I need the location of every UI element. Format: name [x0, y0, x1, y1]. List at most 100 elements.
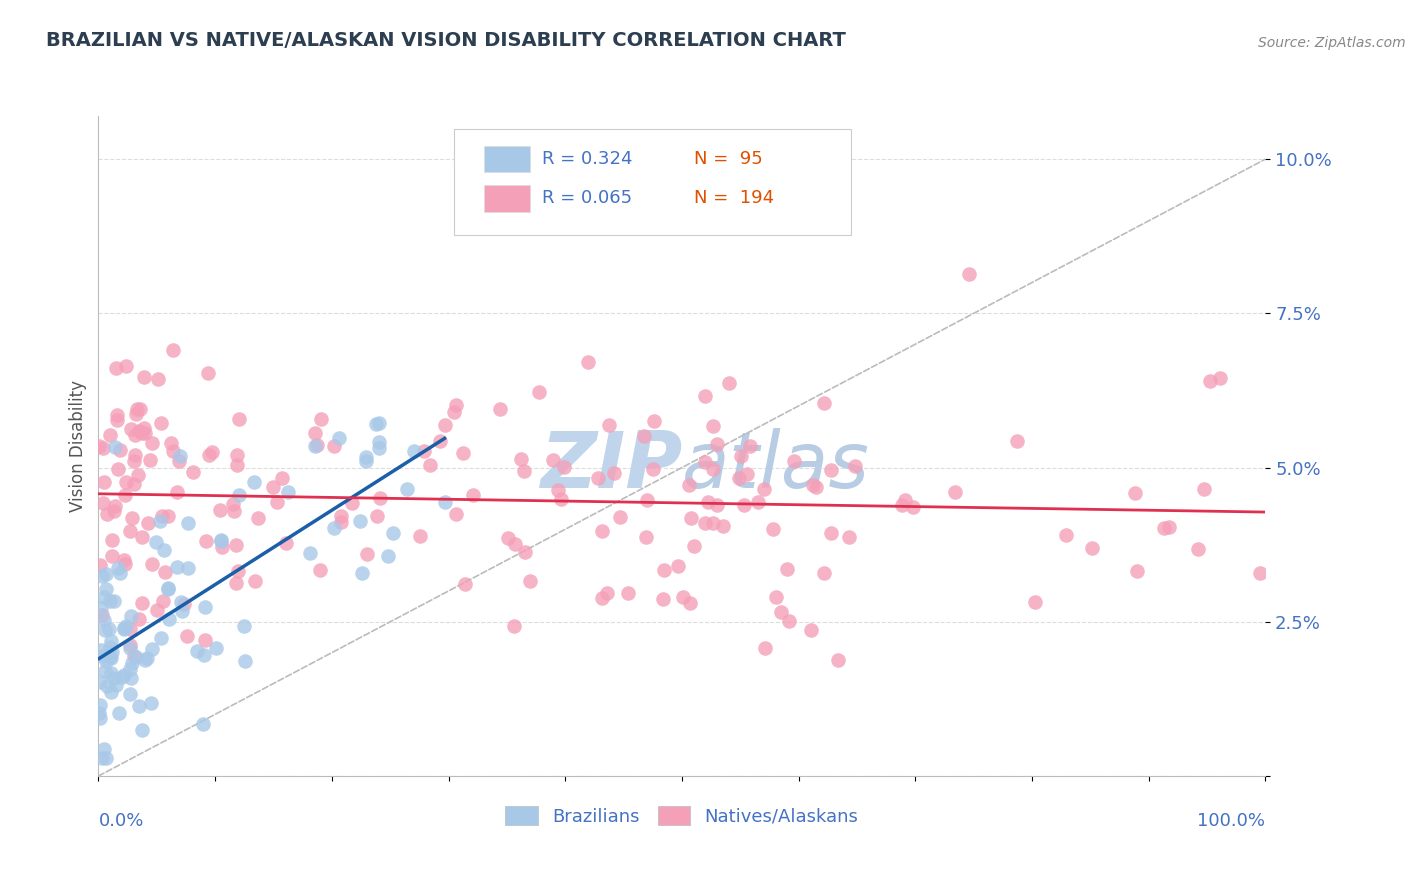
Point — [97, 622, 120, 636]
Point — [139, 696, 162, 710]
Point — [672, 590, 695, 604]
Point — [547, 483, 569, 498]
Point — [1005, 434, 1028, 448]
Point — [93, 475, 115, 490]
Point — [96, 507, 118, 521]
Point — [100, 685, 122, 699]
Point — [228, 412, 250, 426]
Point — [444, 398, 467, 412]
Point — [94, 623, 117, 637]
Point — [128, 698, 150, 713]
Point — [444, 507, 467, 521]
Point — [98, 594, 121, 608]
Point — [1081, 541, 1104, 555]
Point — [114, 488, 136, 502]
Point — [368, 416, 391, 430]
Point — [98, 428, 121, 442]
Point — [149, 416, 172, 430]
Point — [100, 651, 122, 665]
Point — [513, 464, 536, 478]
Point — [104, 499, 127, 513]
Point — [100, 640, 122, 654]
Text: N =  95: N = 95 — [693, 150, 762, 168]
Point — [429, 434, 451, 448]
Point — [146, 603, 169, 617]
Point — [98, 650, 121, 665]
Point — [222, 504, 245, 518]
Point — [762, 522, 785, 536]
Point — [211, 540, 233, 554]
Point — [503, 537, 526, 551]
Point — [366, 508, 388, 523]
Point — [641, 462, 664, 476]
Point — [94, 654, 117, 668]
Point — [166, 560, 188, 574]
Point — [364, 417, 387, 432]
Point — [603, 466, 626, 480]
Point — [706, 498, 728, 512]
Point — [727, 471, 749, 485]
Point — [87, 439, 110, 453]
Point — [89, 711, 111, 725]
Point — [93, 613, 115, 627]
Point — [194, 533, 217, 548]
Point — [636, 492, 658, 507]
FancyBboxPatch shape — [484, 145, 530, 172]
Point — [356, 454, 378, 468]
Point — [122, 476, 145, 491]
Point — [783, 454, 806, 468]
Point — [124, 448, 146, 462]
Point — [443, 405, 465, 419]
Point — [103, 671, 125, 685]
Point — [643, 414, 665, 428]
Point — [120, 641, 142, 656]
Point — [120, 671, 142, 685]
Point — [827, 652, 849, 666]
Point — [232, 619, 254, 633]
Point — [277, 485, 299, 500]
Point — [150, 508, 173, 523]
Point — [804, 479, 827, 493]
Point — [323, 439, 346, 453]
Point — [550, 491, 572, 506]
Point — [162, 343, 184, 358]
Point — [298, 546, 321, 560]
Point — [271, 471, 294, 485]
Point — [591, 591, 613, 605]
Point — [194, 632, 217, 647]
Point — [329, 515, 352, 529]
Point — [1153, 520, 1175, 534]
Point — [695, 389, 717, 403]
Text: R = 0.065: R = 0.065 — [541, 189, 633, 208]
Point — [149, 632, 172, 646]
Point — [266, 495, 288, 509]
FancyBboxPatch shape — [454, 129, 851, 235]
Point — [120, 422, 142, 436]
Point — [157, 612, 180, 626]
Point — [228, 488, 250, 502]
Point — [146, 372, 169, 386]
Point — [769, 605, 792, 619]
Point — [118, 663, 141, 677]
Point — [186, 643, 208, 657]
Point — [139, 452, 162, 467]
Text: ZIP: ZIP — [540, 428, 682, 504]
Point — [409, 529, 432, 543]
Point — [222, 497, 245, 511]
Point — [356, 547, 378, 561]
Point — [183, 465, 205, 479]
Point — [634, 530, 657, 544]
Point — [173, 597, 195, 611]
Point — [246, 510, 269, 524]
Point — [141, 557, 163, 571]
Point — [356, 450, 378, 464]
Point — [813, 395, 835, 409]
Text: BRAZILIAN VS NATIVE/ALASKAN VISION DISABILITY CORRELATION CHART: BRAZILIAN VS NATIVE/ALASKAN VISION DISAB… — [46, 31, 846, 50]
Point — [90, 643, 112, 657]
Point — [208, 503, 231, 517]
Point — [679, 596, 702, 610]
Point — [205, 641, 228, 656]
Point — [706, 437, 728, 451]
Point — [713, 519, 735, 533]
Point — [131, 596, 153, 610]
